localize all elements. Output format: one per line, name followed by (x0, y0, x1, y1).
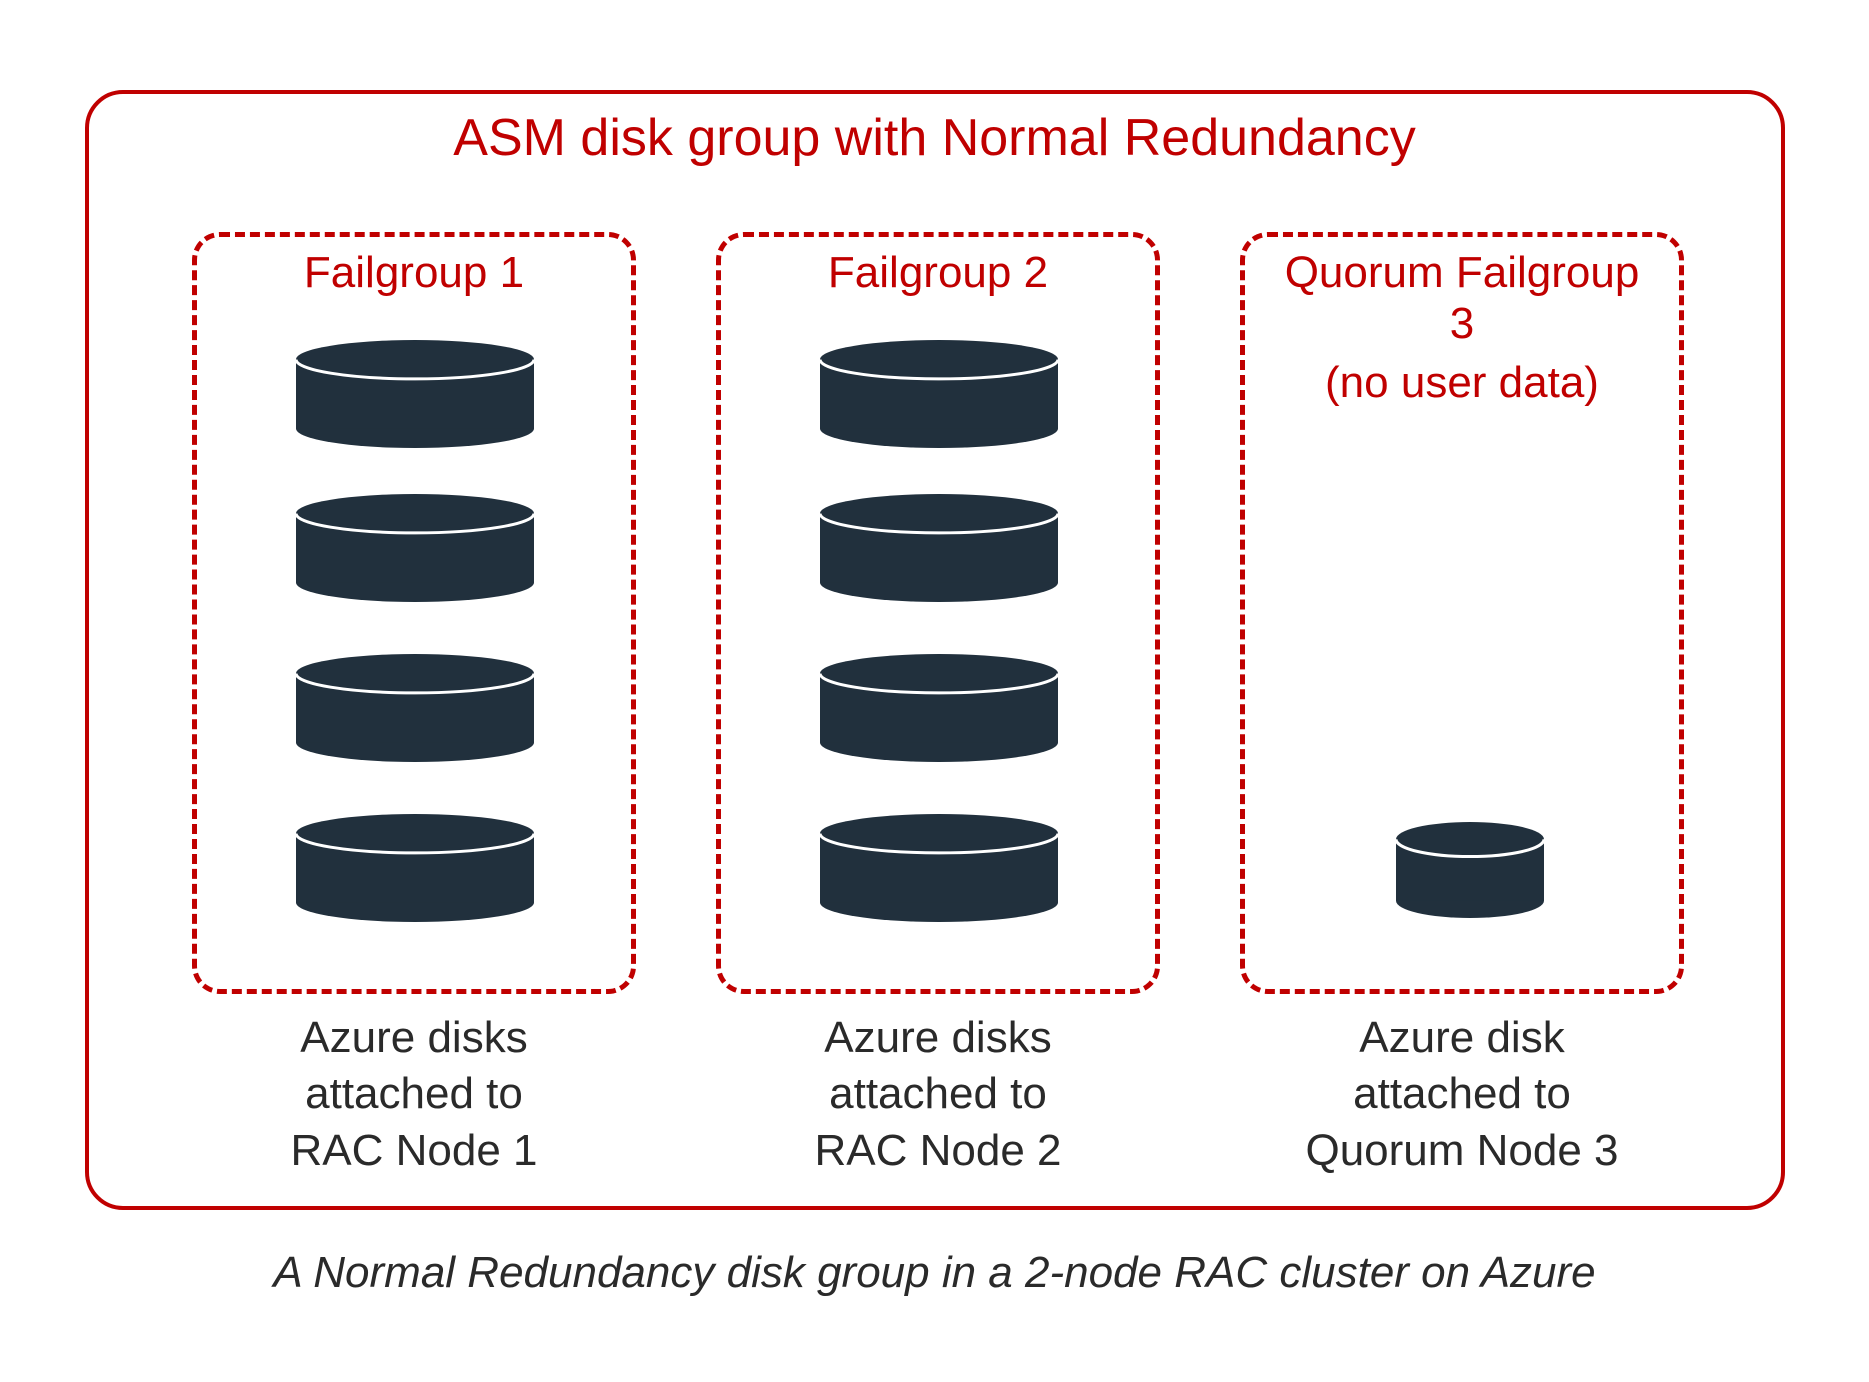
failgroup-2-caption: Azure disksattached toRAC Node 2 (716, 1010, 1160, 1179)
disk-icon (820, 814, 1058, 922)
failgroup-3-label: Quorum Failgroup3 (1240, 248, 1684, 349)
disk-icon (1396, 822, 1544, 918)
disk-icon (820, 340, 1058, 448)
disk-icon (296, 814, 534, 922)
failgroup-3-sublabel: (no user data) (1240, 358, 1684, 408)
failgroup-1-label: Failgroup 1 (192, 248, 636, 298)
failgroup-2-label: Failgroup 2 (716, 248, 1160, 298)
failgroup-3-caption: Azure diskattached toQuorum Node 3 (1240, 1010, 1684, 1179)
disk-icon (296, 494, 534, 602)
disk-icon (820, 494, 1058, 602)
disk-icon (296, 340, 534, 448)
disk-icon (296, 654, 534, 762)
diagram-caption: A Normal Redundancy disk group in a 2-no… (0, 1248, 1869, 1298)
disk-icon (820, 654, 1058, 762)
failgroup-1-caption: Azure disksattached toRAC Node 1 (192, 1010, 636, 1179)
diagram-title: ASM disk group with Normal Redundancy (0, 108, 1869, 168)
